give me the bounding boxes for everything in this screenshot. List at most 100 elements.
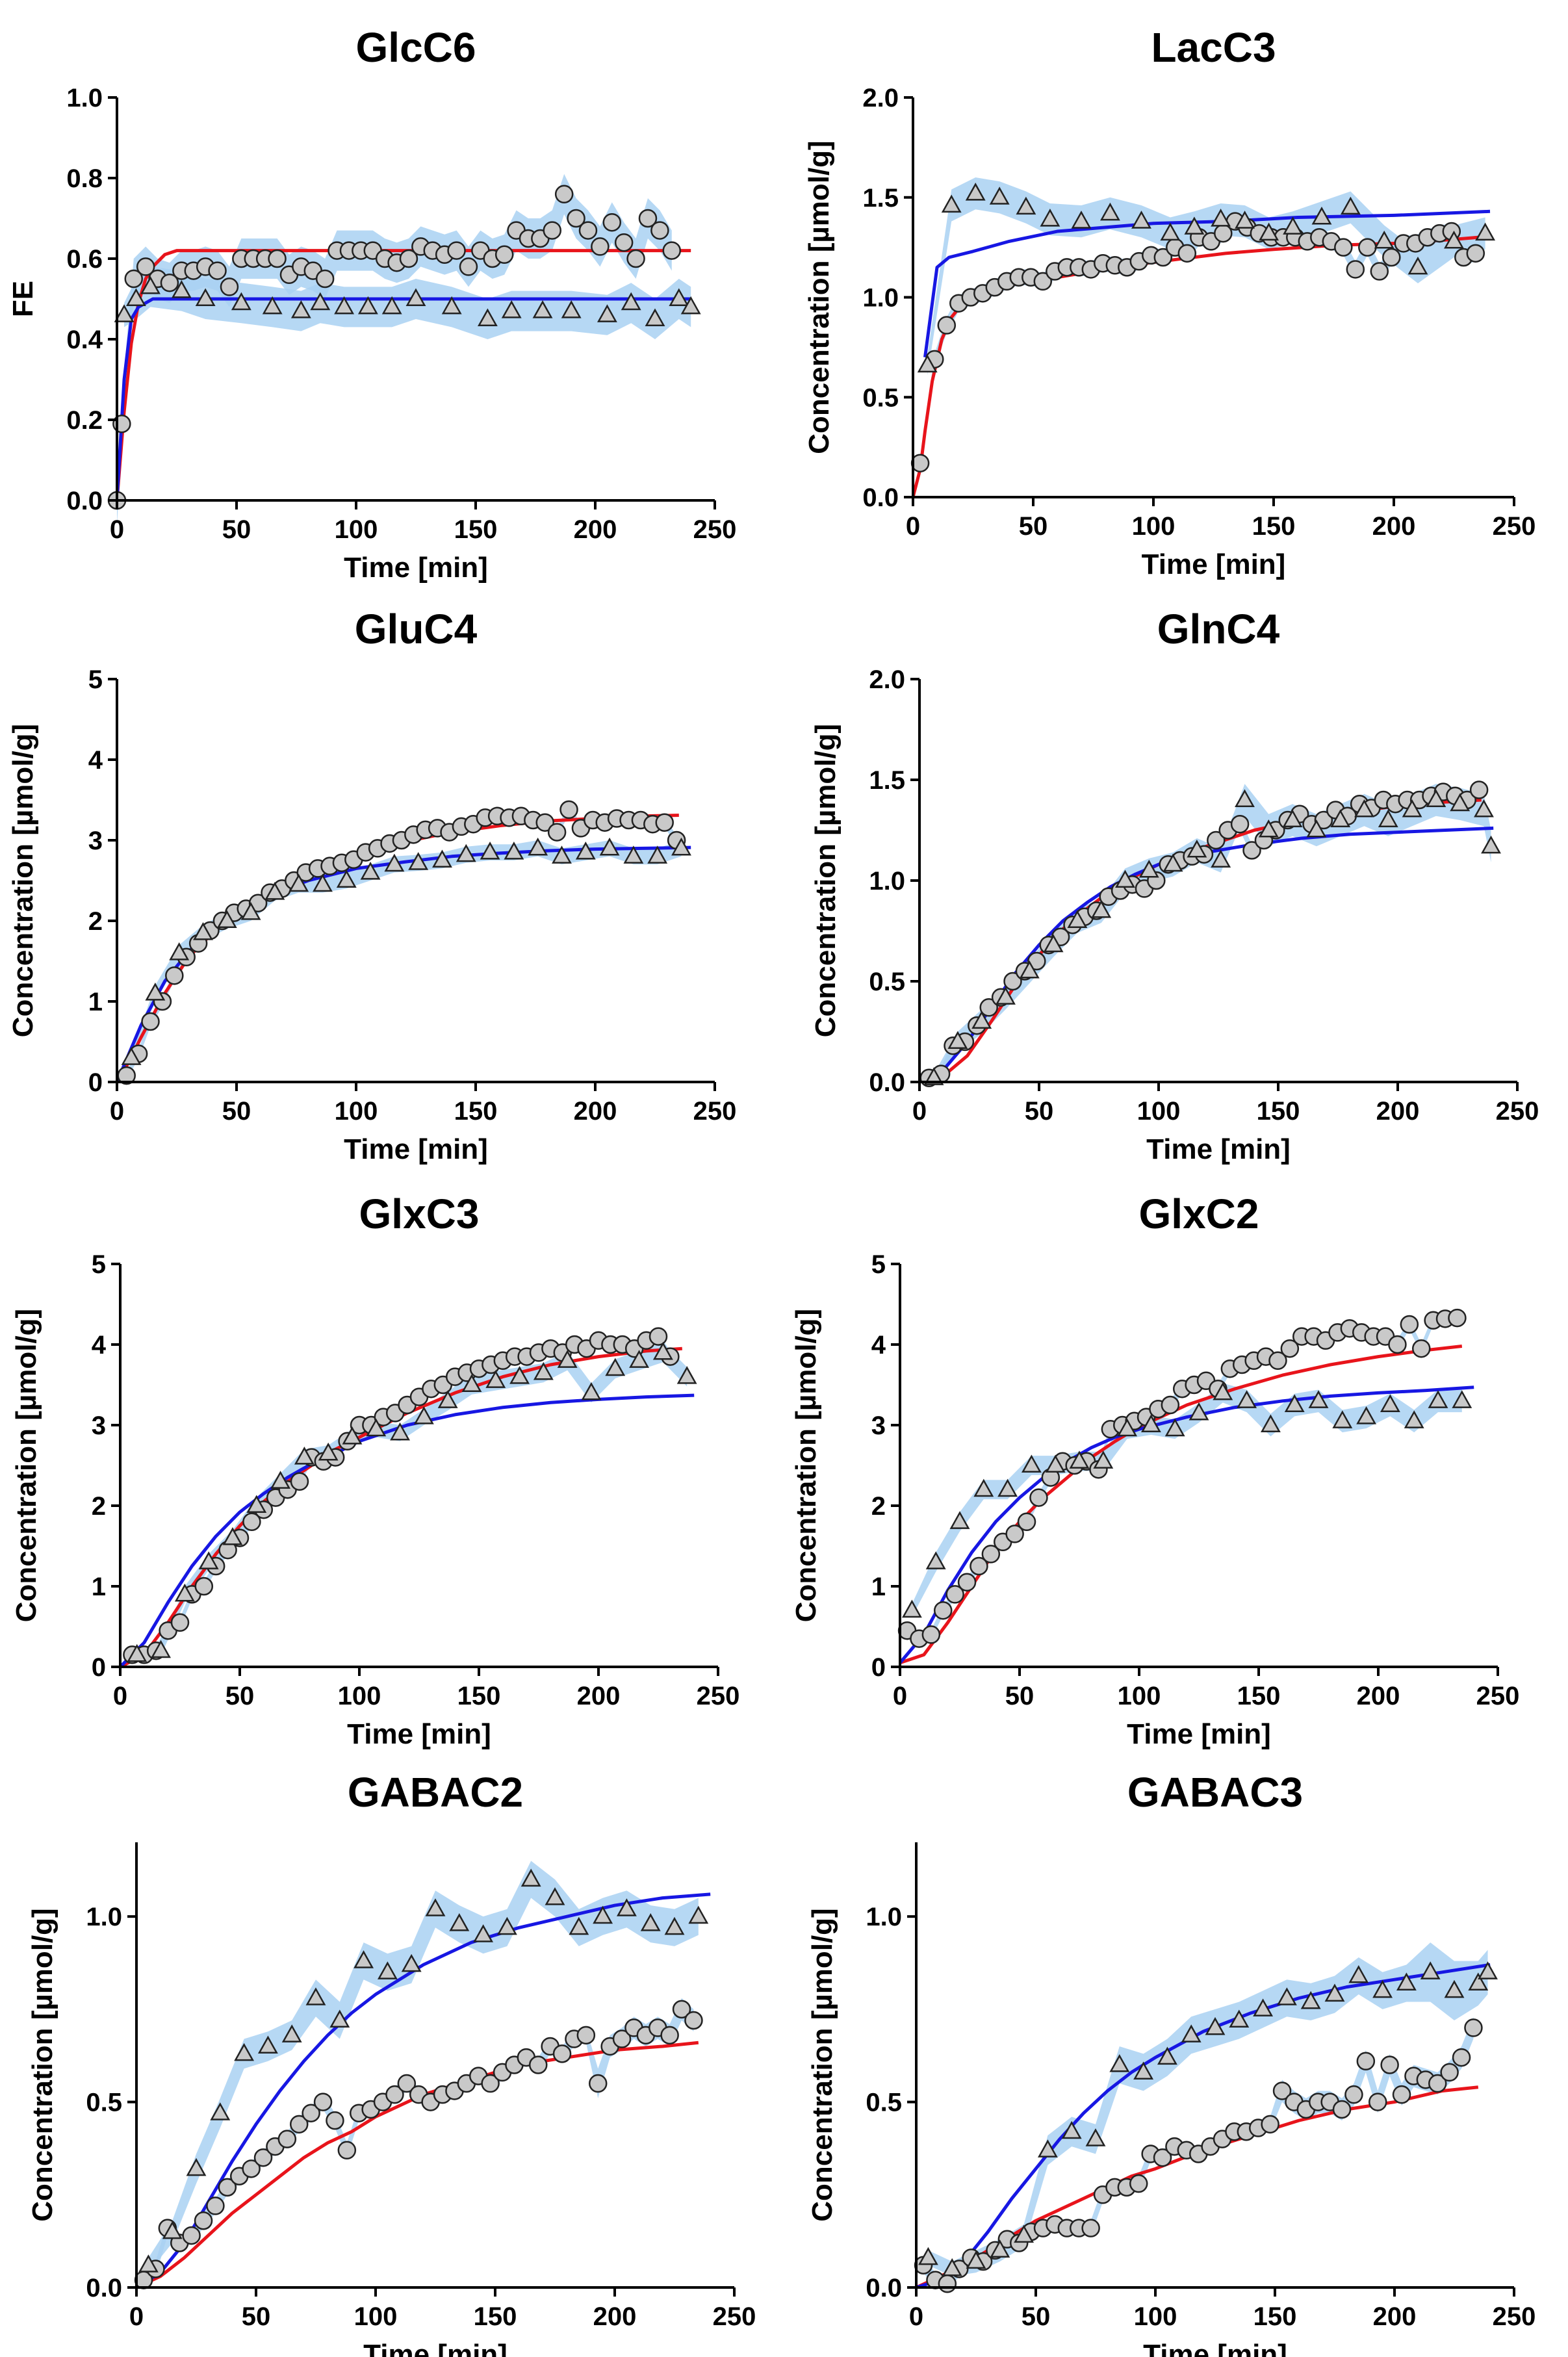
data-point-triangle (195, 288, 216, 307)
data-point-triangle (925, 1551, 946, 1569)
y-axis-label: Concentration [µmol/g] (7, 724, 39, 1037)
data-point-triangle (231, 292, 251, 311)
data-point-triangle (616, 1898, 637, 1916)
x-tick-label: 150 (1253, 2302, 1297, 2331)
y-axis-label: Concentration [µmol/g] (806, 1908, 838, 2221)
data-point-circle (1017, 1512, 1036, 1532)
data-point-triangle (1330, 809, 1351, 828)
data-point-triangle (1133, 2061, 1154, 2080)
x-tick-label: 100 (335, 515, 378, 544)
red-fit-line (135, 2041, 699, 2289)
data-point-triangle (1189, 1402, 1209, 1421)
y-tick-label: 1.0 (86, 1903, 122, 1931)
data-point-triangle (989, 187, 1010, 205)
y-tick-label: 1.0 (862, 284, 899, 313)
data-point-circle (1392, 2085, 1411, 2104)
confidence-band-triangles (148, 1861, 699, 2273)
data-point-triangle (1356, 1406, 1377, 1424)
data-point-triangle (145, 983, 166, 1001)
data-point-triangle (140, 276, 161, 294)
confidence-band-triangles (131, 840, 682, 1062)
y-tick-label: 2 (88, 907, 103, 936)
chart-panel-gabac3: GABAC3 0 50 100 150 200 250 0.0 0.5 1.0 Time [min]… (806, 1769, 1536, 2357)
x-tick-label: 100 (354, 2302, 398, 2331)
data-point-triangle (997, 1478, 1018, 1497)
data-point-triangle (186, 2157, 207, 2176)
x-tick-label: 50 (222, 1097, 251, 1126)
data-point-triangle (289, 873, 309, 892)
data-point-triangle (1407, 256, 1428, 275)
x-tick-label: 0 (909, 2302, 923, 2331)
y-tick-label: 1.5 (862, 184, 899, 213)
data-point-triangle (318, 1442, 339, 1461)
data-point-circle (459, 257, 478, 276)
red-fit-line (899, 1344, 1463, 1665)
x-tick-label: 50 (222, 515, 251, 544)
data-point-triangle (1284, 1394, 1305, 1413)
data-point-triangle (918, 2247, 938, 2265)
data-point-circle (160, 273, 179, 292)
data-point-circle (302, 2104, 320, 2122)
x-tick-label: 0 (113, 1682, 127, 1710)
data-point-circle (194, 2211, 213, 2230)
data-point-triangle (151, 1640, 171, 1658)
data-point-triangle (501, 300, 522, 318)
data-point-circle (672, 2000, 691, 2019)
data-point-triangle (1085, 2128, 1106, 2146)
x-tick-label: 150 (454, 1097, 498, 1126)
data-point-circle (208, 261, 227, 280)
data-point-triangle (1187, 839, 1207, 858)
data-point-triangle (1396, 1972, 1417, 1990)
data-point-triangle (629, 1350, 649, 1368)
x-axis-label: Time [min] (1143, 2339, 1287, 2357)
x-tick-label: 50 (1005, 1682, 1035, 1710)
x-tick-label: 150 (474, 2302, 517, 2331)
x-tick-label: 200 (1372, 512, 1416, 541)
data-point-circle (326, 2111, 344, 2130)
data-point-circle (650, 221, 669, 240)
data-point-triangle (1258, 819, 1279, 838)
data-point-circle (578, 221, 598, 240)
data-point-triangle (557, 1350, 578, 1368)
y-axis-label: Concentration [µmol/g] (810, 724, 842, 1037)
data-point-triangle (480, 842, 500, 860)
data-point-circle (937, 316, 957, 335)
data-point-circle (315, 269, 335, 289)
data-point-triangle (1426, 789, 1446, 808)
data-point-triangle (623, 845, 644, 864)
data-point-circle (1261, 2115, 1279, 2134)
y-tick-label: 0 (88, 1068, 103, 1097)
data-point-circle (218, 2178, 237, 2197)
data-point-circle (1428, 2074, 1447, 2093)
data-point-triangle (1069, 1450, 1090, 1469)
data-point-circle (970, 1556, 988, 1576)
data-point-circle (1177, 244, 1197, 263)
data-point-triangle (171, 280, 192, 298)
x-tick-label: 100 (1118, 1682, 1161, 1710)
data-point-triangle (425, 1898, 446, 1916)
data-point-triangle (281, 2024, 302, 2042)
y-axis-label: Concentration [µmol/g] (803, 140, 835, 454)
data-point-triangle (1444, 1979, 1465, 1998)
data-point-triangle (290, 300, 311, 318)
data-point-circle (141, 1012, 160, 1031)
blue-fit-line (899, 1385, 1474, 1664)
data-point-triangle (1311, 206, 1332, 225)
data-point-circle (660, 2026, 679, 2045)
data-point-triangle (162, 2221, 183, 2239)
data-point-triangle (1402, 799, 1422, 818)
data-point-triangle (1348, 1964, 1369, 1983)
data-point-circle (614, 233, 634, 252)
data-point-triangle (496, 1916, 517, 1935)
x-tick-label: 200 (1373, 2302, 1417, 2331)
data-point-triangle (680, 296, 701, 315)
chart-title: GABAC2 (348, 1769, 523, 1816)
x-tick-label: 50 (1019, 512, 1048, 541)
x-tick-label: 200 (574, 515, 617, 544)
data-point-circle (1464, 2018, 1483, 2037)
data-point-triangle (1160, 222, 1181, 241)
y-tick-label: 2.0 (862, 84, 899, 112)
data-point-triangle (996, 986, 1016, 1005)
data-point-triangle (521, 1868, 541, 1887)
data-point-circle (399, 249, 418, 268)
